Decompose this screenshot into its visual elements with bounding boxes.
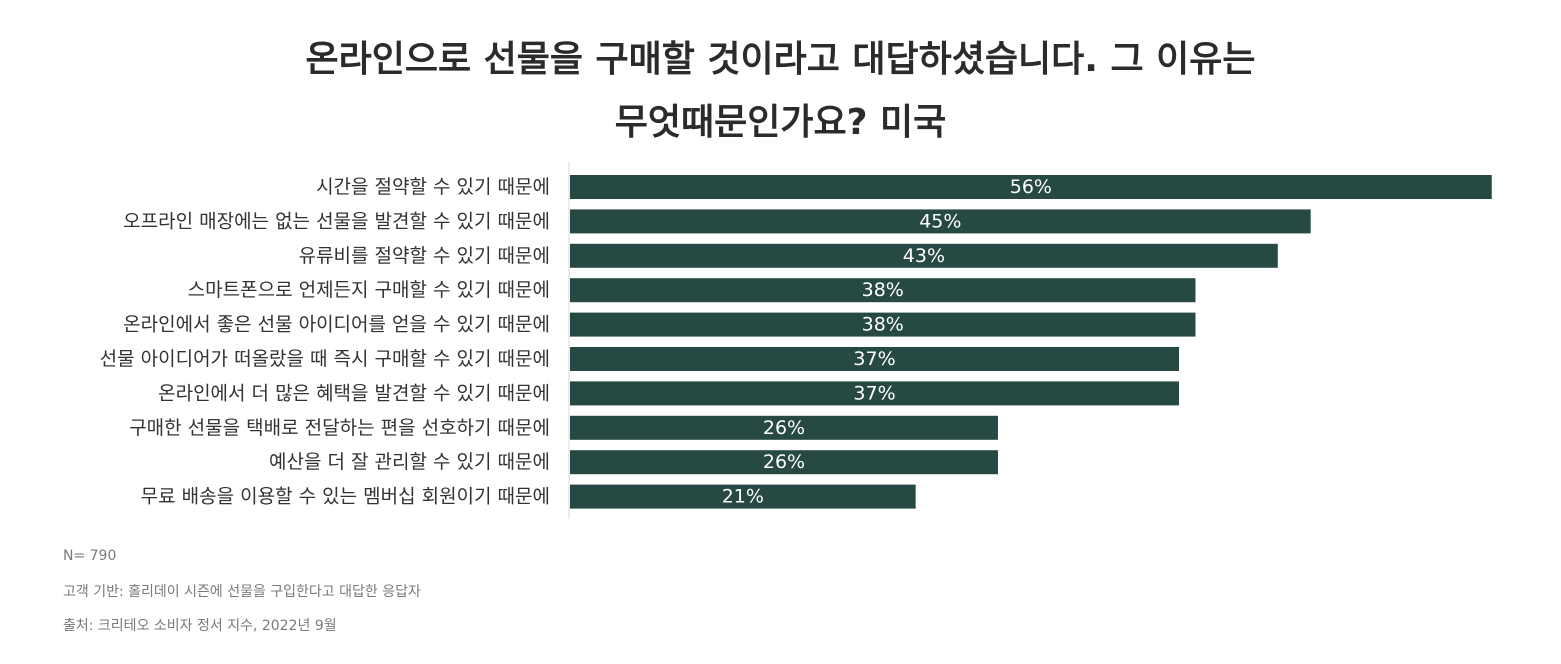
category-label: 선물 아이디어가 떠올랐을 때 즉시 구매할 수 있기 때문에 (100, 348, 550, 370)
bar-value-label: 43% (903, 245, 945, 267)
bar (570, 381, 1180, 406)
category-label: 무료 배송을 이용할 수 있는 멤버십 회원이기 때문에 (141, 486, 550, 508)
bar-value-label: 26% (763, 417, 805, 439)
footnote-sample-size: N= 790 (63, 548, 117, 564)
bar (570, 209, 1311, 234)
category-label: 오프라인 매장에는 없는 선물을 발견할 수 있기 때문에 (123, 210, 550, 232)
category-label: 온라인에서 더 많은 혜택을 발견할 수 있기 때문에 (158, 382, 550, 404)
bar (570, 312, 1196, 337)
category-label: 예산을 더 잘 관리할 수 있기 때문에 (269, 451, 550, 473)
bar-value-label: 56% (1010, 176, 1052, 198)
bar (570, 450, 998, 475)
category-label: 스마트폰으로 언제든지 구매할 수 있기 때문에 (188, 279, 550, 301)
bar-value-label: 21% (722, 486, 764, 508)
footnote-base: 고객 기반: 홀리데이 시즌에 선물을 구입한다고 대답한 응답자 (63, 584, 421, 600)
bar-chart: 56% 시간을 절약할 수 있기 때문에 45% 오프라인 매장에는 없는 선물을 발… (100, 162, 1492, 519)
bar (570, 278, 1196, 303)
category-label: 온라인에서 좋은 선물 아이디어를 얻을 수 있기 때문에 (123, 314, 550, 336)
bar (570, 347, 1180, 371)
bar (570, 175, 1492, 199)
bar-value-label: 37% (853, 348, 895, 370)
footnote-source: 출처: 크리테오 소비자 정서 지수, 2022년 9월 (63, 618, 337, 634)
category-label: 유류비를 절약할 수 있기 때문에 (299, 245, 550, 267)
bar-value-label: 38% (862, 279, 904, 301)
category-label: 시간을 절약할 수 있기 때문에 (316, 176, 550, 198)
bar (570, 484, 916, 509)
category-label: 구매한 선물을 택배로 전달하는 편을 선호하기 때문에 (129, 417, 550, 439)
bar (570, 243, 1278, 268)
bar (570, 415, 998, 440)
bar-value-label: 26% (763, 451, 805, 473)
bar-value-label: 38% (862, 314, 904, 336)
bar-value-label: 37% (853, 382, 895, 404)
bar-value-label: 45% (919, 210, 961, 232)
chart-title-line-1: 온라인으로 선물을 구매할 것이라고 대답하셨습니다. 그 이유는 (305, 39, 1256, 80)
bars-group: 56% 시간을 절약할 수 있기 때문에 45% 오프라인 매장에는 없는 선물을 발… (100, 175, 1492, 509)
chart-title-line-2: 무엇때문인가요? 미국 (614, 102, 947, 143)
